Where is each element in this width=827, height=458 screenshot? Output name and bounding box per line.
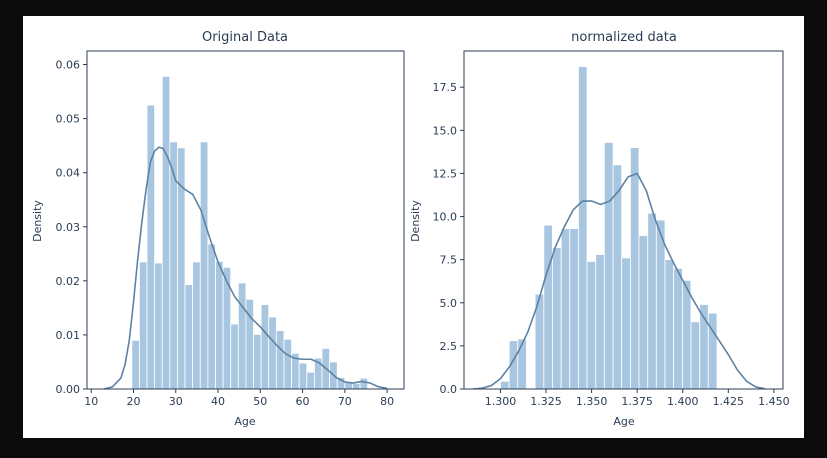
y-tick-label: 0.00 [56, 383, 81, 396]
y-tick-label: 5.0 [440, 297, 458, 310]
histogram-bar [260, 304, 270, 390]
histogram-bar [283, 338, 292, 390]
y-tick-label: 0.02 [56, 275, 81, 288]
x-tick-label: 70 [338, 395, 352, 408]
histogram-bar [664, 259, 675, 390]
y-tick-label: 0.04 [56, 167, 81, 180]
histogram-bar [275, 330, 285, 390]
histogram-bar [161, 76, 171, 390]
y-tick-label: 0.0 [440, 383, 458, 396]
histogram-bar [595, 254, 605, 390]
x-tick-label: 10 [84, 395, 98, 408]
histogram-bar [237, 282, 247, 390]
chart-title: Original Data [202, 30, 288, 45]
histogram-bar [230, 323, 239, 390]
kde-line [103, 146, 388, 390]
histogram-bar [268, 316, 277, 390]
histogram-bar [199, 141, 209, 390]
x-tick-label: 1.450 [758, 395, 790, 408]
histogram-bar [638, 235, 649, 390]
histogram-bar [560, 228, 571, 390]
histogram-bar [184, 284, 194, 390]
x-tick-label: 60 [296, 395, 310, 408]
y-axis-label: Density [31, 200, 44, 242]
histogram-bar [655, 219, 666, 390]
x-tick-label: 1.375 [621, 395, 653, 408]
x-tick-label: 1.325 [530, 395, 562, 408]
histogram-bar [586, 260, 597, 390]
histogram-bar [517, 338, 527, 390]
x-tick-label: 30 [169, 395, 183, 408]
y-tick-label: 2.5 [440, 340, 458, 353]
plot-frame [86, 50, 405, 390]
y-tick-label: 0.06 [56, 59, 81, 72]
histogram-bar [690, 321, 701, 390]
x-tick-label: 1.300 [485, 395, 517, 408]
y-tick-label: 0.01 [56, 329, 81, 342]
y-tick-label: 15.0 [433, 124, 458, 137]
histogram-bar [630, 147, 640, 390]
x-axis-label: Age [234, 415, 256, 428]
histogram-bar [673, 267, 683, 390]
histogram-bar [578, 66, 588, 390]
histogram-bar [359, 377, 369, 390]
y-tick-label: 17.5 [433, 81, 458, 94]
histogram-bar [306, 371, 315, 390]
histogram-bar [552, 247, 562, 390]
x-tick-label: 1.425 [713, 395, 745, 408]
chart-title: normalized data [571, 30, 677, 45]
histogram-bar [707, 312, 718, 390]
histogram-bar [647, 212, 657, 390]
y-tick-label: 10.0 [433, 211, 458, 224]
y-tick-label: 7.5 [440, 254, 458, 267]
plot-frame [463, 50, 784, 390]
figure-svg: Original Data Age Density 10 20 30 40 50 60 70… [31, 30, 790, 428]
histogram-bar [169, 141, 178, 390]
histogram-bar [352, 383, 361, 390]
x-tick-label: 40 [211, 395, 225, 408]
x-tick-label: 1.350 [576, 395, 608, 408]
histogram-bar [131, 339, 140, 390]
y-tick-label: 12.5 [433, 167, 458, 180]
kde-line [473, 172, 765, 390]
histogram-bar [139, 261, 148, 390]
y-tick-label: 0.03 [56, 221, 81, 234]
histogram-bar [298, 362, 308, 390]
x-tick-label: 80 [380, 395, 394, 408]
histogram-bar [621, 257, 631, 390]
histogram-bar [215, 260, 224, 390]
x-tick-label: 50 [253, 395, 267, 408]
histogram-bar [207, 243, 216, 390]
x-tick-label: 20 [126, 395, 140, 408]
y-tick-label: 0.05 [56, 113, 81, 126]
y-axis-label: Density [409, 200, 422, 242]
figure-canvas: Original Data Age Density 10 20 30 40 50 60 70… [23, 16, 804, 438]
histogram-bar [500, 380, 510, 390]
chart-normalized-data: normalized data Age Density 1.300 1.325 1.… [409, 30, 790, 428]
histogram-bar [681, 279, 692, 390]
histogram-bar [543, 224, 553, 390]
histogram-bar [569, 228, 579, 390]
histogram-bar [253, 333, 262, 390]
histogram-bar [146, 104, 156, 390]
x-axis-label: Age [613, 415, 635, 428]
chart-original-data: Original Data Age Density 10 20 30 40 50 60 70… [31, 30, 405, 428]
histogram-bar [603, 142, 614, 390]
histogram-bar [154, 262, 163, 390]
x-tick-label: 1.400 [667, 395, 699, 408]
histogram-bar [612, 164, 623, 390]
histogram-bar [192, 261, 201, 390]
